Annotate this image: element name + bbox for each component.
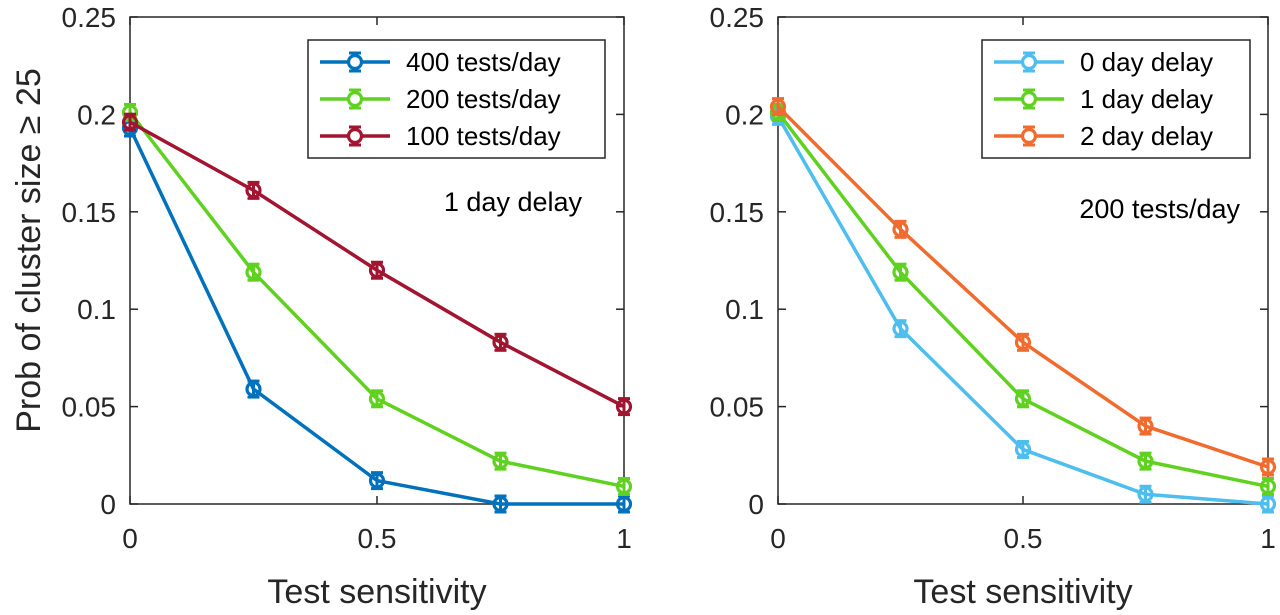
series-2 [121, 112, 633, 417]
series-2 [769, 97, 1277, 477]
data-point [892, 221, 909, 238]
series-0 [769, 106, 1277, 514]
data-point [245, 380, 262, 398]
y-axis-label: Prob of cluster size ≥ 25 [10, 68, 48, 433]
legend-entry-label: 0 day delay [1080, 47, 1213, 77]
y-tick-label: 0.05 [710, 392, 765, 423]
x-tick-label: 0.5 [1004, 523, 1043, 554]
series-line [776, 111, 1269, 489]
x-tick-label: 1 [616, 523, 632, 554]
legend-marker [1020, 90, 1038, 108]
data-point [1014, 390, 1032, 407]
y-tick-label: 0 [100, 489, 116, 520]
data-point [492, 495, 509, 513]
y-tick-label: 0.2 [725, 99, 764, 130]
data-point [368, 472, 386, 489]
data-point [368, 262, 386, 279]
x-tick-label: 0.5 [358, 523, 397, 554]
series-0 [121, 118, 633, 514]
data-point [615, 495, 633, 513]
x-axis-label: Test sensitivity [267, 573, 486, 611]
series-line [128, 127, 624, 506]
panel-annotation: 1 day delay [444, 187, 583, 217]
left-panel: 0 0.05 0.1 0.15 0.2 0.25 0 0.5 1 Test sensitivity… [10, 2, 633, 611]
data-point [1259, 495, 1277, 513]
legend: 0 day delay 1 day delay 2 day delay [981, 39, 1251, 159]
legend-marker [346, 90, 364, 108]
series-line [776, 105, 1269, 469]
data-point [492, 334, 509, 351]
data-point [769, 98, 787, 115]
legend-entry-label: 400 tests/day [406, 47, 561, 77]
panel-annotation: 200 tests/day [1079, 194, 1240, 224]
series-1 [769, 102, 1277, 496]
y-tick-label: 0.15 [710, 197, 765, 228]
series-line [128, 111, 625, 489]
legend-marker [1020, 53, 1038, 71]
data-point [1259, 458, 1277, 476]
data-point [492, 453, 509, 470]
legend-entry-label: 100 tests/day [406, 121, 561, 151]
legend-entry-label: 2 day delay [1080, 121, 1213, 151]
data-point [245, 182, 262, 199]
legend: 400 tests/day 200 tests/day 100 tests/day [307, 39, 606, 159]
x-tick-label: 0 [770, 523, 786, 554]
y-tick-label: 0.25 [710, 2, 765, 33]
legend-marker [346, 127, 364, 145]
legend-marker [1020, 127, 1038, 145]
y-tick-label: 0.1 [725, 294, 764, 325]
y-tick-label: 0.25 [62, 2, 117, 33]
legend-entry-label: 1 day delay [1080, 84, 1213, 114]
y-tick-label: 0 [748, 489, 764, 520]
right-panel: 0 0.05 0.1 0.15 0.2 0.25 0 0.5 1 Test sensitivity… [710, 2, 1277, 611]
data-point [245, 264, 262, 281]
x-tick-label: 1 [1260, 523, 1276, 554]
data-point [1259, 478, 1277, 495]
legend-marker [346, 53, 364, 71]
data-point [1137, 486, 1154, 503]
data-point [615, 478, 633, 495]
series-1 [121, 102, 633, 496]
x-axis-label: Test sensitivity [913, 573, 1132, 611]
data-point [1137, 453, 1154, 470]
data-point [615, 398, 633, 415]
x-tick-label: 0 [122, 523, 138, 554]
legend-entry-label: 200 tests/day [406, 84, 561, 114]
data-point [892, 264, 909, 281]
data-point [1014, 334, 1032, 351]
data-point [121, 114, 139, 131]
data-point [1014, 441, 1032, 458]
data-point [892, 320, 909, 337]
y-tick-label: 0.1 [77, 294, 116, 325]
data-point [368, 390, 386, 407]
data-point [1137, 417, 1154, 435]
y-tick-label: 0.05 [62, 392, 117, 423]
y-tick-label: 0.15 [62, 197, 117, 228]
y-tick-label: 0.2 [77, 99, 116, 130]
